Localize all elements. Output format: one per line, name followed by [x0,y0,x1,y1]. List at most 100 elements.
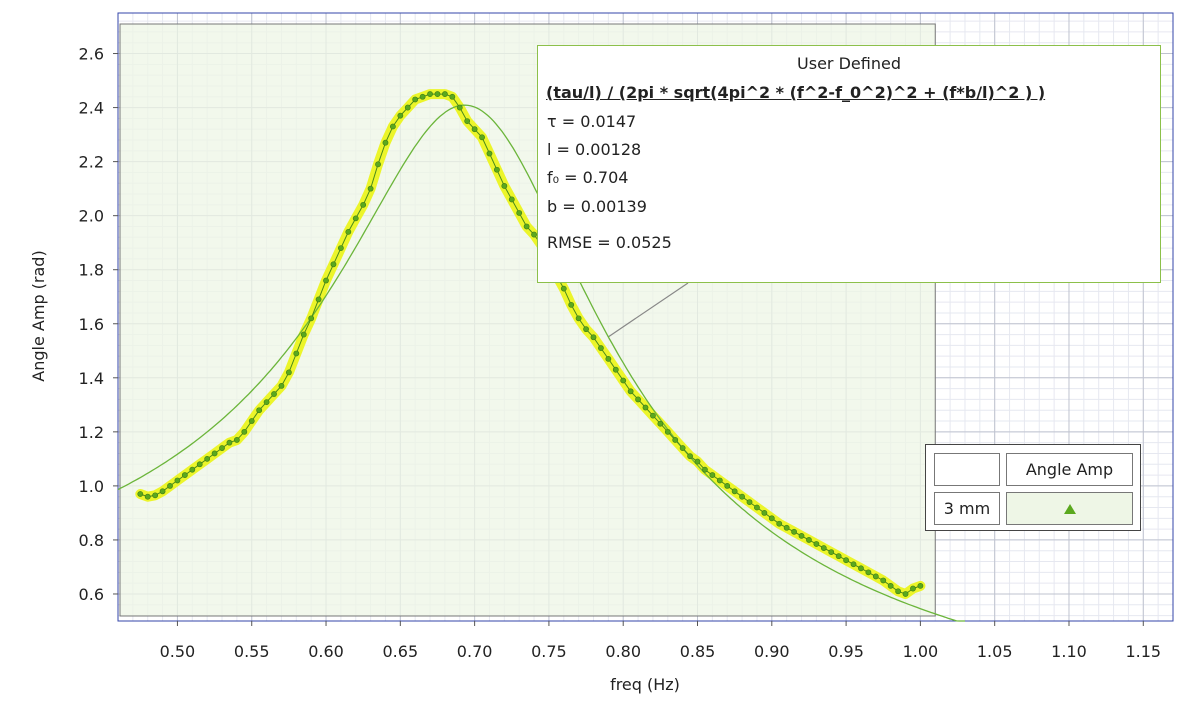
data-point [233,437,240,443]
data-point [590,334,597,341]
data-point [211,450,218,457]
data-point [352,215,359,222]
data-point [159,488,166,495]
data-point [144,493,151,500]
x-tick-label: 1.00 [903,642,939,661]
x-axis-ticks: 0.50 0.55 0.60 0.65 0.70 0.75 0.80 0.85 0.90 0.95… [160,621,1161,661]
y-axis-ticks: 0.6 0.8 1.0 1.2 1.4 1.6 1.8 2.0 2.2 2.4 2.6 [79,45,118,604]
data-point [434,91,441,97]
data-point [456,104,463,111]
data-point [449,93,456,100]
data-point [672,437,679,443]
legend-group-label: 3 mm [934,492,1000,525]
data-point [486,150,493,157]
data-point [501,183,508,189]
data-point [820,545,827,551]
data-point [761,510,768,516]
data-point [828,549,835,555]
data-point [412,96,419,103]
data-point [887,582,894,589]
fit-title: User Defined [797,54,901,73]
x-tick-label: 0.65 [383,642,419,661]
y-axis-title: Angle Amp (rad) [29,250,48,381]
data-point [731,488,738,495]
x-tick-label: 0.95 [828,642,864,661]
data-point [612,366,619,373]
data-point [687,453,693,460]
data-point [598,345,604,351]
data-point [494,166,500,173]
y-tick-label: 0.8 [79,531,104,550]
data-point [345,228,352,235]
data-point [791,528,797,535]
data-point [323,277,329,284]
data-point [783,524,790,531]
data-point [397,112,404,119]
legend[interactable]: Angle Amp 3 mm [925,444,1141,531]
data-point [308,315,315,322]
data-point [850,561,857,568]
data-point [531,231,537,238]
fit-annotation-box[interactable]: User Defined (tau/l) / (2pi * sqrt(4pi^2… [537,45,1161,283]
triangle-marker-icon [1063,503,1076,514]
data-point [337,245,344,251]
data-point [226,439,233,446]
data-point [583,326,589,333]
x-tick-label: 0.80 [605,642,641,661]
x-tick-label: 0.55 [234,642,270,661]
data-point [196,461,203,468]
data-point [479,134,485,141]
x-tick-label: 0.60 [308,642,344,661]
data-point [627,388,634,395]
y-tick-label: 1.8 [79,261,104,280]
data-point [642,404,649,411]
fit-leader-line [608,282,689,338]
data-point [204,455,211,462]
y-tick-label: 0.6 [79,585,104,604]
x-tick-label: 1.10 [1051,642,1087,661]
legend-header-empty [934,453,1000,486]
data-point [508,196,515,203]
data-point [754,504,760,511]
data-point [694,458,701,465]
data-point [248,418,255,424]
data-point [657,420,664,427]
data-point [263,399,270,406]
x-tick-label: 1.15 [1125,642,1161,661]
data-point [382,139,389,146]
data-point [702,466,708,473]
data-point [798,532,805,539]
data-point [167,482,173,489]
data-point [709,472,716,478]
y-tick-label: 1.6 [79,315,104,334]
fit-rmse: RMSE = 0.0525 [547,233,672,252]
data-point [389,123,396,130]
data-point [739,493,745,500]
data-point [181,472,188,478]
data-point [404,104,411,111]
y-tick-label: 2.0 [79,207,104,226]
data-point [189,466,196,473]
data-point [523,223,530,230]
data-point [605,355,612,362]
data-point [806,537,812,543]
data-point [375,161,381,168]
data-point [471,126,478,133]
data-point [679,445,686,451]
legend-marker-cell[interactable] [1006,492,1133,525]
fit-param-f0: f₀ = 0.704 [547,168,629,187]
data-point [843,557,849,564]
data-point [664,428,671,435]
data-point [575,315,582,322]
data-point [152,492,159,499]
data-points [137,91,924,597]
data-point [271,391,277,397]
fit-param-tau: τ = 0.0147 [547,112,637,131]
data-point [865,569,872,576]
data-point [568,301,575,308]
data-point [560,285,567,292]
data-point [174,477,181,484]
y-tick-label: 1.4 [79,369,104,388]
data-point [746,499,753,506]
data-point [442,91,448,97]
